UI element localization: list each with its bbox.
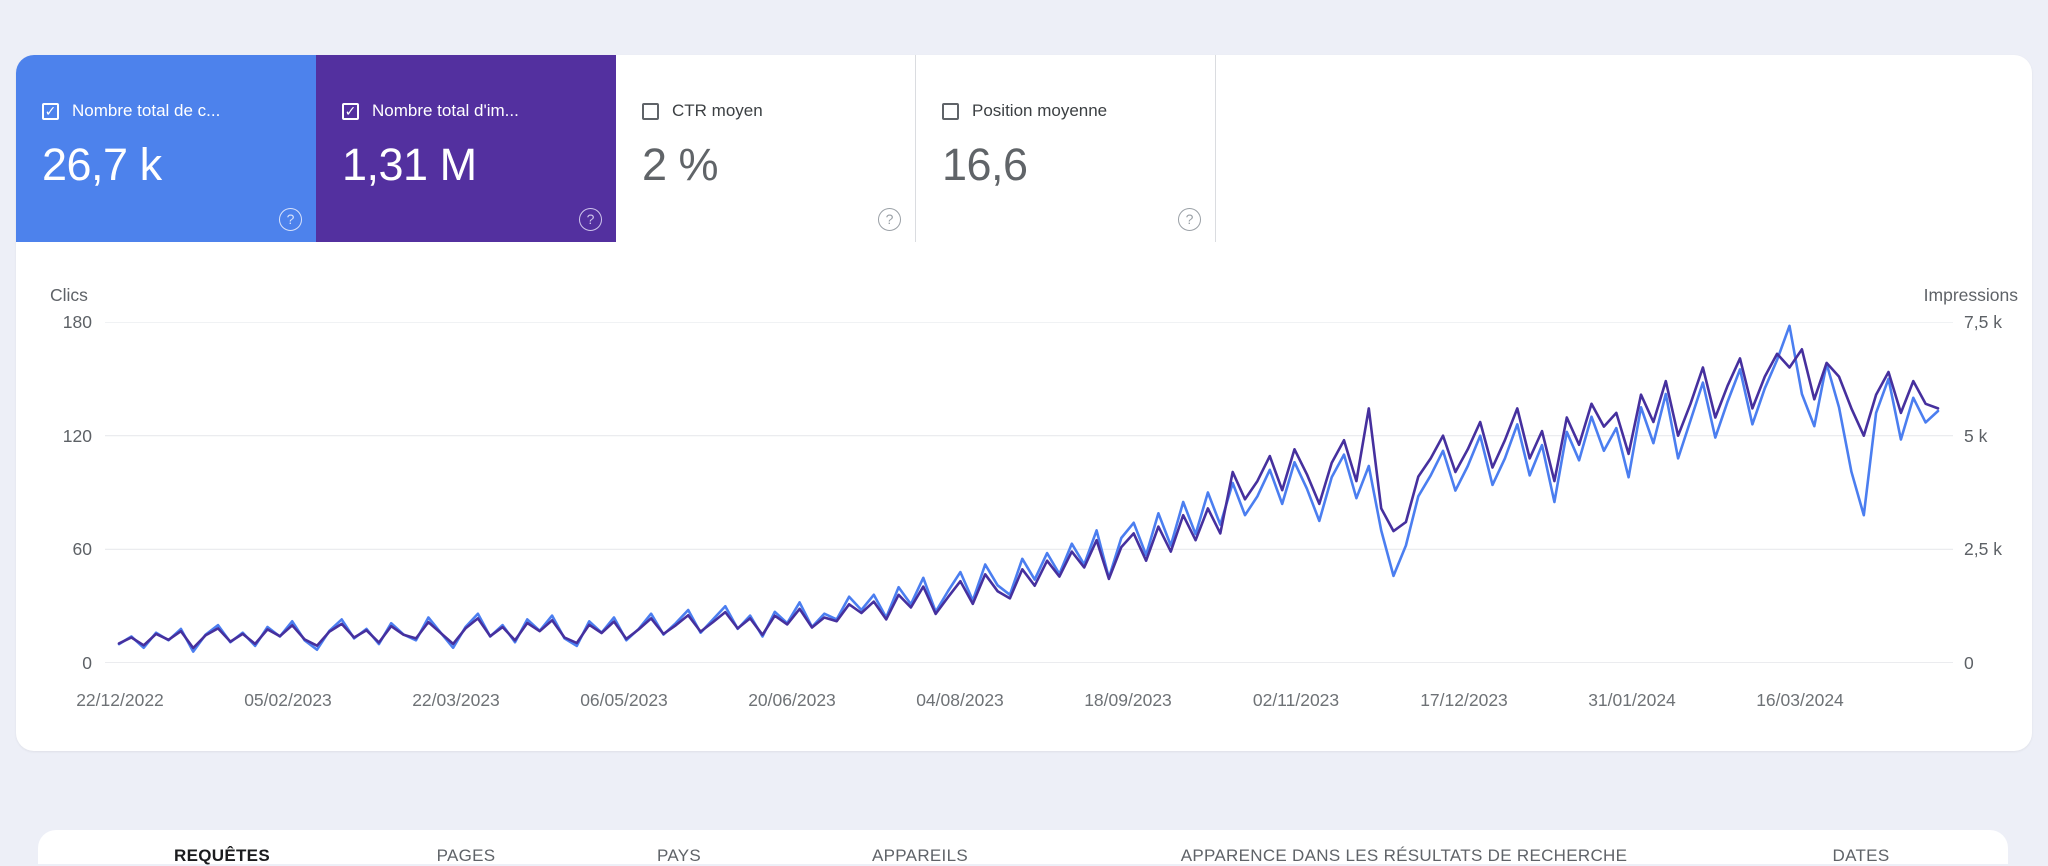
right-tick: 5 k	[1964, 426, 1988, 446]
ctr-value: 2 %	[642, 139, 719, 190]
x-tick: 17/12/2023	[1420, 690, 1508, 710]
clicks-checkbox[interactable]: ✓	[42, 102, 59, 120]
right-tick: 2,5 k	[1964, 539, 2002, 559]
tab-dates[interactable]: DATES	[1832, 846, 1890, 865]
right-tick: 0	[1964, 653, 1974, 673]
left-tick: 120	[62, 426, 92, 446]
card-total-impressions[interactable]: ✓ Nombre total d'im... 1,31 M ?	[316, 55, 616, 242]
x-tick: 22/03/2023	[412, 690, 500, 710]
card-total-clicks[interactable]: ✓ Nombre total de c... 26,7 k ?	[16, 55, 316, 242]
tab-appareils[interactable]: APPAREILS	[872, 846, 968, 865]
x-tick: 22/12/2022	[76, 690, 164, 710]
dimension-tabs-panel: REQUÊTES PAGES PAYS APPAREILS APPARENCE …	[38, 830, 2008, 865]
card-average-ctr[interactable]: CTR moyen 2 % ?	[616, 55, 916, 242]
tab-pages[interactable]: PAGES	[436, 846, 496, 865]
card-average-position[interactable]: Position moyenne 16,6 ?	[916, 55, 1216, 242]
x-tick: 31/01/2024	[1588, 690, 1676, 710]
left-axis-title: Clics	[50, 285, 88, 305]
position-checkbox[interactable]	[942, 102, 959, 120]
ctr-checkbox[interactable]	[642, 102, 659, 120]
right-axis-title: Impressions	[1923, 285, 2018, 305]
traffic-line-chart[interactable]	[105, 322, 1953, 663]
help-icon[interactable]: ?	[878, 208, 901, 231]
tab-requetes[interactable]: REQUÊTES	[174, 846, 270, 865]
right-tick: 7,5 k	[1964, 312, 2002, 332]
help-icon[interactable]: ?	[279, 208, 302, 231]
help-icon[interactable]: ?	[579, 208, 602, 231]
help-icon[interactable]: ?	[1178, 208, 1201, 231]
x-tick: 06/05/2023	[580, 690, 668, 710]
left-tick: 0	[82, 653, 92, 673]
card-label: Position moyenne	[972, 101, 1108, 120]
x-tick: 02/11/2023	[1252, 690, 1340, 710]
card-label: Nombre total de c...	[72, 101, 221, 120]
impressions-total-value: 1,31 M	[342, 139, 477, 190]
card-label: CTR moyen	[672, 101, 763, 120]
impressions-checkbox[interactable]: ✓	[342, 102, 359, 120]
x-tick: 18/09/2023	[1084, 690, 1172, 710]
x-tick: 20/06/2023	[748, 690, 836, 710]
x-tick: 04/08/2023	[916, 690, 1004, 710]
x-tick: 05/02/2023	[244, 690, 332, 710]
position-value: 16,6	[942, 139, 1028, 190]
clicks-total-value: 26,7 k	[42, 139, 162, 190]
card-label: Nombre total d'im...	[372, 101, 519, 120]
tab-pays[interactable]: PAYS	[656, 846, 702, 865]
left-tick: 180	[62, 312, 92, 332]
metric-cards-row: ✓ Nombre total de c... 26,7 k ? ✓ Nombre…	[16, 55, 1216, 242]
tab-apparence[interactable]: APPARENCE DANS LES RÉSULTATS DE RECHERCH…	[1180, 846, 1628, 865]
x-tick: 16/03/2024	[1756, 690, 1844, 710]
left-tick: 60	[72, 539, 92, 559]
